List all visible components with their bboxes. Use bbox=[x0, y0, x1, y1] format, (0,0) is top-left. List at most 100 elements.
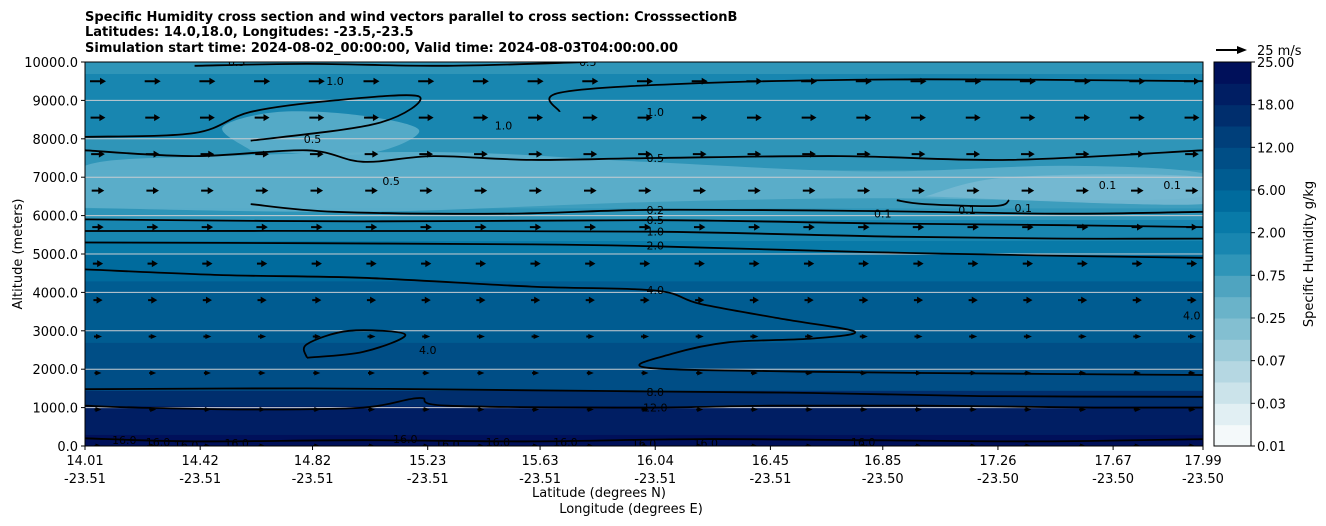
wind-vector-arrow bbox=[586, 334, 595, 340]
wind-vector-arrow bbox=[1133, 443, 1141, 446]
wind-vector-arrow bbox=[641, 370, 649, 376]
wind-vector-arrow bbox=[308, 77, 325, 85]
wind-vector-arrow bbox=[313, 443, 321, 446]
colorbar-segment bbox=[1214, 360, 1251, 383]
y-tick-label: 8000.0 bbox=[33, 133, 79, 148]
wind-vector-arrow bbox=[254, 77, 271, 85]
wind-vector-arrow bbox=[202, 260, 213, 268]
contour-label-0.2: 0.2 bbox=[646, 204, 664, 217]
wind-vector-arrow bbox=[915, 407, 922, 413]
colorbar-segment bbox=[1214, 104, 1251, 127]
wind-vector-arrow bbox=[199, 114, 215, 122]
wind-vector-arrow bbox=[801, 114, 817, 122]
contour-label-1.0: 1.0 bbox=[326, 75, 344, 88]
x-tick-label-lat: 17.26 bbox=[979, 454, 1016, 469]
wind-vector-arrow bbox=[532, 370, 540, 376]
humidity-band-7 bbox=[85, 219, 1203, 242]
wind-vector-arrow bbox=[693, 223, 706, 231]
x-tick-label-lat: 16.04 bbox=[637, 454, 674, 469]
wind-vector-arrow bbox=[1076, 187, 1089, 195]
wind-vector-arrow bbox=[584, 223, 597, 231]
contour-label-16.0: 16.0 bbox=[112, 434, 137, 447]
humidity-dry-patches bbox=[85, 111, 1203, 212]
wind-vector-arrow bbox=[93, 296, 103, 304]
wind-vector-arrow bbox=[368, 370, 375, 376]
contour-label-16.0: 16.0 bbox=[393, 433, 418, 446]
wind-vector-arrow bbox=[582, 77, 599, 85]
wind-vector-arrow bbox=[637, 77, 653, 85]
wind-vector-arrow bbox=[805, 443, 813, 446]
wind-vector-arrow bbox=[1076, 223, 1089, 231]
wind-vector-arrow bbox=[255, 187, 269, 195]
contour-label-0.5: 0.5 bbox=[382, 175, 400, 188]
wind-vector-arrow bbox=[637, 114, 653, 122]
wind-vector-arrow bbox=[363, 77, 380, 85]
wind-vector-arrow bbox=[915, 443, 922, 446]
contour-line-4.0 bbox=[302, 329, 407, 359]
wind-vector-arrow bbox=[529, 223, 542, 231]
wind-vector-arrow bbox=[1022, 260, 1034, 268]
contour-line-16.0 bbox=[85, 437, 1203, 443]
colorbar-tick-label: 0.25 bbox=[1257, 312, 1286, 327]
wind-vector-arrow bbox=[365, 223, 378, 231]
wind-vector-arrow bbox=[805, 334, 814, 340]
x-axis: 14.01 -23.51 14.42 -23.51 14.82 -23.51 15.23 -2… bbox=[64, 446, 1224, 487]
wind-vector-arrow bbox=[148, 296, 158, 304]
wind-vector-arrow bbox=[1024, 407, 1032, 413]
x-tick-label-lat: 14.42 bbox=[182, 454, 219, 469]
colorbar: 0.01 0.03 0.07 0.25 0.75 2.00 6.00 12.00 18.00 25… bbox=[1214, 56, 1294, 455]
wind-vector-arrow bbox=[638, 150, 652, 158]
x-tick-label-lat: 15.63 bbox=[521, 454, 558, 469]
wind-vector-arrow bbox=[313, 370, 321, 376]
quiver-key-label: 25 m/s bbox=[1257, 44, 1302, 59]
wind-vector-arrow bbox=[1132, 296, 1142, 304]
wind-vector-arrow bbox=[696, 407, 704, 413]
y-tick-label: 10000.0 bbox=[24, 56, 78, 71]
x-tick-label-lat: 17.99 bbox=[1184, 454, 1221, 469]
wind-vector-arrow bbox=[856, 114, 872, 122]
wind-vector-arrow bbox=[94, 443, 102, 446]
wind-vector-arrow bbox=[1078, 334, 1087, 340]
wind-vector-arrow bbox=[477, 370, 485, 376]
wind-vector-arrow bbox=[530, 260, 541, 268]
contour-label-16.0: 16.0 bbox=[174, 439, 199, 452]
wind-vector-arrow bbox=[474, 150, 488, 158]
wind-vector-arrow bbox=[750, 407, 758, 413]
contour-label-1.0: 1.0 bbox=[646, 226, 664, 239]
wind-vector-arrow bbox=[1133, 334, 1142, 340]
wind-vector-arrow bbox=[969, 443, 977, 446]
contour-label-4.0: 4.0 bbox=[419, 344, 437, 357]
contour-label-12.0: 12.0 bbox=[643, 402, 668, 415]
plot-area: 16.0 16.0 16.0 16.0 16.0 16.0 16.0 16.0 16.0 16.0… bbox=[85, 62, 1203, 452]
wind-vector-arrow bbox=[422, 443, 430, 446]
wind-vector-arrow bbox=[1186, 260, 1198, 268]
contour-label-0.1: 0.1 bbox=[874, 208, 892, 221]
wind-vector-arrow bbox=[364, 114, 379, 122]
colorbar-segment bbox=[1214, 339, 1251, 362]
y-tick-label: 3000.0 bbox=[33, 325, 79, 340]
humidity-patch-2 bbox=[924, 174, 1203, 205]
wind-vector-arrow bbox=[911, 150, 926, 158]
y-tick-label: 7000.0 bbox=[33, 171, 79, 186]
wind-vector-arrow bbox=[149, 443, 157, 446]
wind-vector-arrow bbox=[94, 407, 102, 413]
x-tick-label-lon: -23.51 bbox=[292, 472, 334, 487]
wind-vector-arrow bbox=[1131, 187, 1144, 195]
wind-vector-arrow bbox=[911, 114, 926, 122]
contour-line-1.0 bbox=[548, 78, 1203, 113]
wind-vector-arrow bbox=[1079, 443, 1087, 446]
wind-vector-arrow bbox=[803, 260, 815, 268]
wind-vector-arrow bbox=[368, 407, 375, 413]
wind-vector-arrow bbox=[1023, 334, 1032, 340]
wind-vector-arrow bbox=[967, 223, 979, 231]
wind-vector-arrow bbox=[528, 114, 544, 122]
colorbar-tick-label: 6.00 bbox=[1257, 184, 1286, 199]
wind-vector-arrow bbox=[750, 443, 758, 446]
wind-vector-arrow bbox=[1187, 334, 1197, 340]
wind-vector-arrow bbox=[692, 114, 708, 122]
wind-vector-arrow bbox=[748, 187, 761, 195]
contour-label-0.5: 0.5 bbox=[646, 152, 664, 165]
wind-vector-arrow bbox=[860, 407, 868, 413]
colorbar-segment bbox=[1214, 424, 1251, 447]
wind-vector-arrow bbox=[750, 334, 759, 340]
